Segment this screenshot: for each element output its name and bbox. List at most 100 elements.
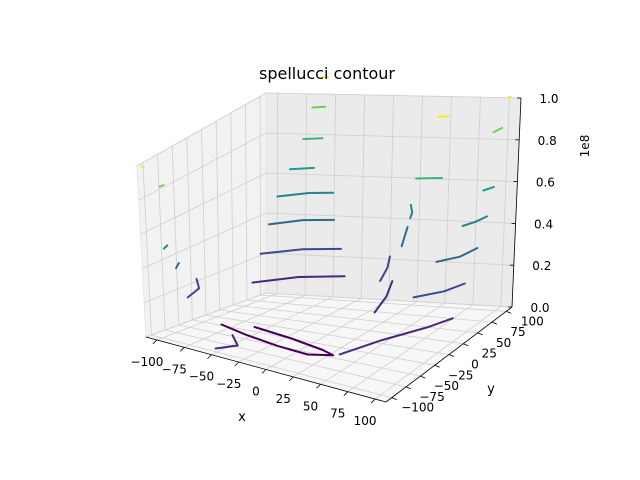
y-tick-mark [405,386,412,390]
grid-line-x-back [416,96,423,302]
contour-line [276,191,335,198]
z-offset-label: 1e8 [578,135,592,158]
grid-line-y-left [142,162,152,336]
contour-lines [140,76,512,357]
grid-line-x-back [304,93,307,296]
y-tick-label: −25 [448,368,473,382]
contour-line [289,166,316,171]
y-axis-label: y [487,382,495,397]
grid-line-x-back [332,94,336,297]
x-tick-mark [234,361,240,367]
contour-line [507,95,512,99]
contour-line [400,226,409,248]
grid-line-x-back [444,96,452,304]
grid-line-z-back [265,292,513,308]
contour-line [220,323,335,357]
x-tick-label: −50 [189,370,214,384]
chart-title: spellucci contour [259,64,395,83]
z-tick-label: 1.0 [539,92,558,106]
contour-line [379,255,391,282]
grid-line-y-left [157,154,166,331]
y-tick-mark [477,332,483,336]
grid-line-x-back [388,95,394,301]
y-tick-mark [391,397,397,401]
x-axis-label: x [238,410,246,425]
tick-marks: −100−75−50−250255075100−100−75−50−250255… [130,92,558,428]
grid-line-y-floor [178,324,421,377]
contour-line [175,262,180,270]
x-tick-mark [288,376,294,382]
y-tick-mark [506,310,512,314]
contour-line [373,280,394,314]
y-tick-mark [463,343,469,347]
contour-line [482,185,495,192]
contour-line [267,218,335,226]
x-tick-label: −100 [130,355,163,369]
x-tick-label: 25 [276,392,291,406]
grid-line-z-left [136,92,267,167]
y-tick-label: −50 [434,379,459,393]
grid-line-y-floor [192,319,435,366]
contour-line [415,177,443,180]
x-tick-label: −75 [162,362,187,376]
contour-line [311,105,327,109]
grid-line-y-floor [205,314,450,355]
z-tick-label: 0.6 [536,176,555,190]
z-tick-label: 0.0 [530,301,549,315]
contour-line [412,282,466,299]
x-tick-label: 100 [354,414,377,428]
grid-line-y-left [245,104,248,301]
grid-line-y-left [230,112,234,306]
grid-line-z-back [265,132,520,141]
x-tick-label: 50 [303,399,318,413]
y-tick-label: 50 [496,336,511,350]
grid-line-z-left [142,212,267,269]
y-tick-label: −75 [419,390,444,404]
x-tick-mark [207,354,212,360]
grid-line-y-floor [151,334,392,399]
grid-line-x-back [360,94,365,299]
y-tick-mark [420,375,426,379]
contour-line [186,277,201,299]
x-tick-label: 0 [252,385,260,399]
y-tick-mark [434,364,440,368]
contour-line [259,247,342,255]
grid-line-z-back [265,172,518,182]
y-tick-mark [491,321,498,325]
x-tick-mark [152,339,158,345]
grid-line-y-floor [164,329,407,388]
x-tick-mark [179,347,185,352]
grid-line-z-left [140,172,267,235]
grid-line-z-left [138,132,267,201]
x-tick-label: −25 [216,377,241,391]
grid-line-y-floor [233,304,478,334]
grid-lines [136,92,522,400]
grid-line-x-back [500,97,510,307]
x-tick-mark [343,391,349,396]
grid-line-x-back [472,97,481,305]
z-axis-line [511,97,522,308]
grid-line-z-left [145,292,267,338]
z-tick-label: 0.4 [534,217,553,231]
y-tick-label: 100 [521,314,544,328]
x-tick-mark [261,369,267,374]
y-tick-label: 0 [471,358,479,372]
y-tick-label: 25 [482,347,497,361]
grid-line-y-floor [260,294,507,312]
grid-line-y-left [215,121,221,311]
y-tick-mark [448,354,455,357]
contour-line [162,244,169,250]
x-tick-mark [370,398,376,404]
pane-back [265,92,522,308]
grid-line-y-left [201,129,207,316]
contour-line [251,275,346,284]
x-tick-mark [316,383,321,389]
contour-line [338,317,454,356]
grid-line-z-back [265,92,522,99]
x-tick-label: 75 [330,407,345,421]
grid-line-z-left [144,252,267,304]
contour-line [437,115,450,118]
contour-line [409,203,414,220]
grid-line-y-floor [219,309,464,345]
